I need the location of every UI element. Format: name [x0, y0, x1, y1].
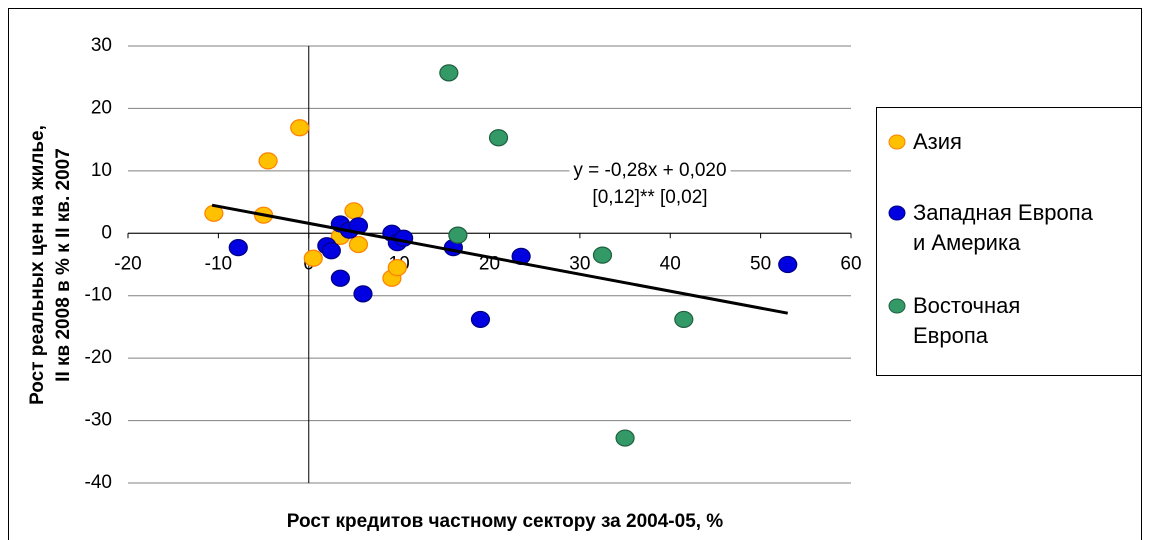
- point: [353, 285, 373, 303]
- x-tick-label: 60: [840, 253, 861, 274]
- y-tick-label: -30: [85, 410, 112, 431]
- point: [290, 119, 310, 137]
- y-axis-title: Рост реальных цен на жилье,: [27, 125, 48, 405]
- point: [348, 235, 369, 254]
- point: [674, 310, 694, 329]
- y-tick-label: 0: [101, 222, 112, 243]
- annotation: y = -0,28x + 0,020: [573, 160, 726, 181]
- y-axis-title: II кв 2008 в % к II кв. 2007: [53, 148, 74, 382]
- point: [303, 249, 323, 267]
- legend-label: Западная Европа и Америка: [913, 200, 1093, 255]
- annotation-bg: [569, 160, 731, 182]
- point: [439, 64, 459, 82]
- legend-marker: [888, 205, 906, 221]
- point: [321, 242, 341, 260]
- y-tick-label: 10: [91, 160, 112, 181]
- x-tick-label: -20: [114, 253, 141, 274]
- point: [387, 259, 407, 277]
- point: [592, 246, 613, 264]
- point: [330, 269, 350, 287]
- point: [470, 310, 491, 329]
- x-tick-label: 30: [569, 253, 590, 274]
- legend-label: Восточная Европа: [913, 293, 1021, 348]
- legend-label: Азия: [913, 129, 962, 154]
- x-axis-title: Рост кредитов частному сектору за 2004-0…: [287, 511, 724, 532]
- x-tick-label: -10: [205, 253, 232, 274]
- x-tick-label: 50: [750, 253, 771, 274]
- y-tick-label: 30: [91, 35, 112, 56]
- y-tick-label: -20: [85, 347, 112, 368]
- legend-box: [876, 107, 1142, 376]
- point: [615, 429, 635, 447]
- legend-marker: [888, 298, 906, 314]
- point: [228, 239, 248, 257]
- trendline: [211, 203, 789, 315]
- point: [778, 255, 798, 274]
- y-tick-label: 20: [91, 97, 112, 118]
- point: [448, 226, 468, 244]
- y-tick-label: -10: [85, 285, 112, 306]
- legend-marker: [888, 134, 906, 150]
- point: [344, 202, 364, 220]
- x-tick-label: 40: [660, 253, 681, 274]
- y-tick-label: -40: [85, 472, 112, 493]
- point: [394, 229, 414, 247]
- point: [258, 152, 278, 170]
- annotation: [0,12]** [0,02]: [592, 187, 707, 208]
- point: [488, 129, 509, 147]
